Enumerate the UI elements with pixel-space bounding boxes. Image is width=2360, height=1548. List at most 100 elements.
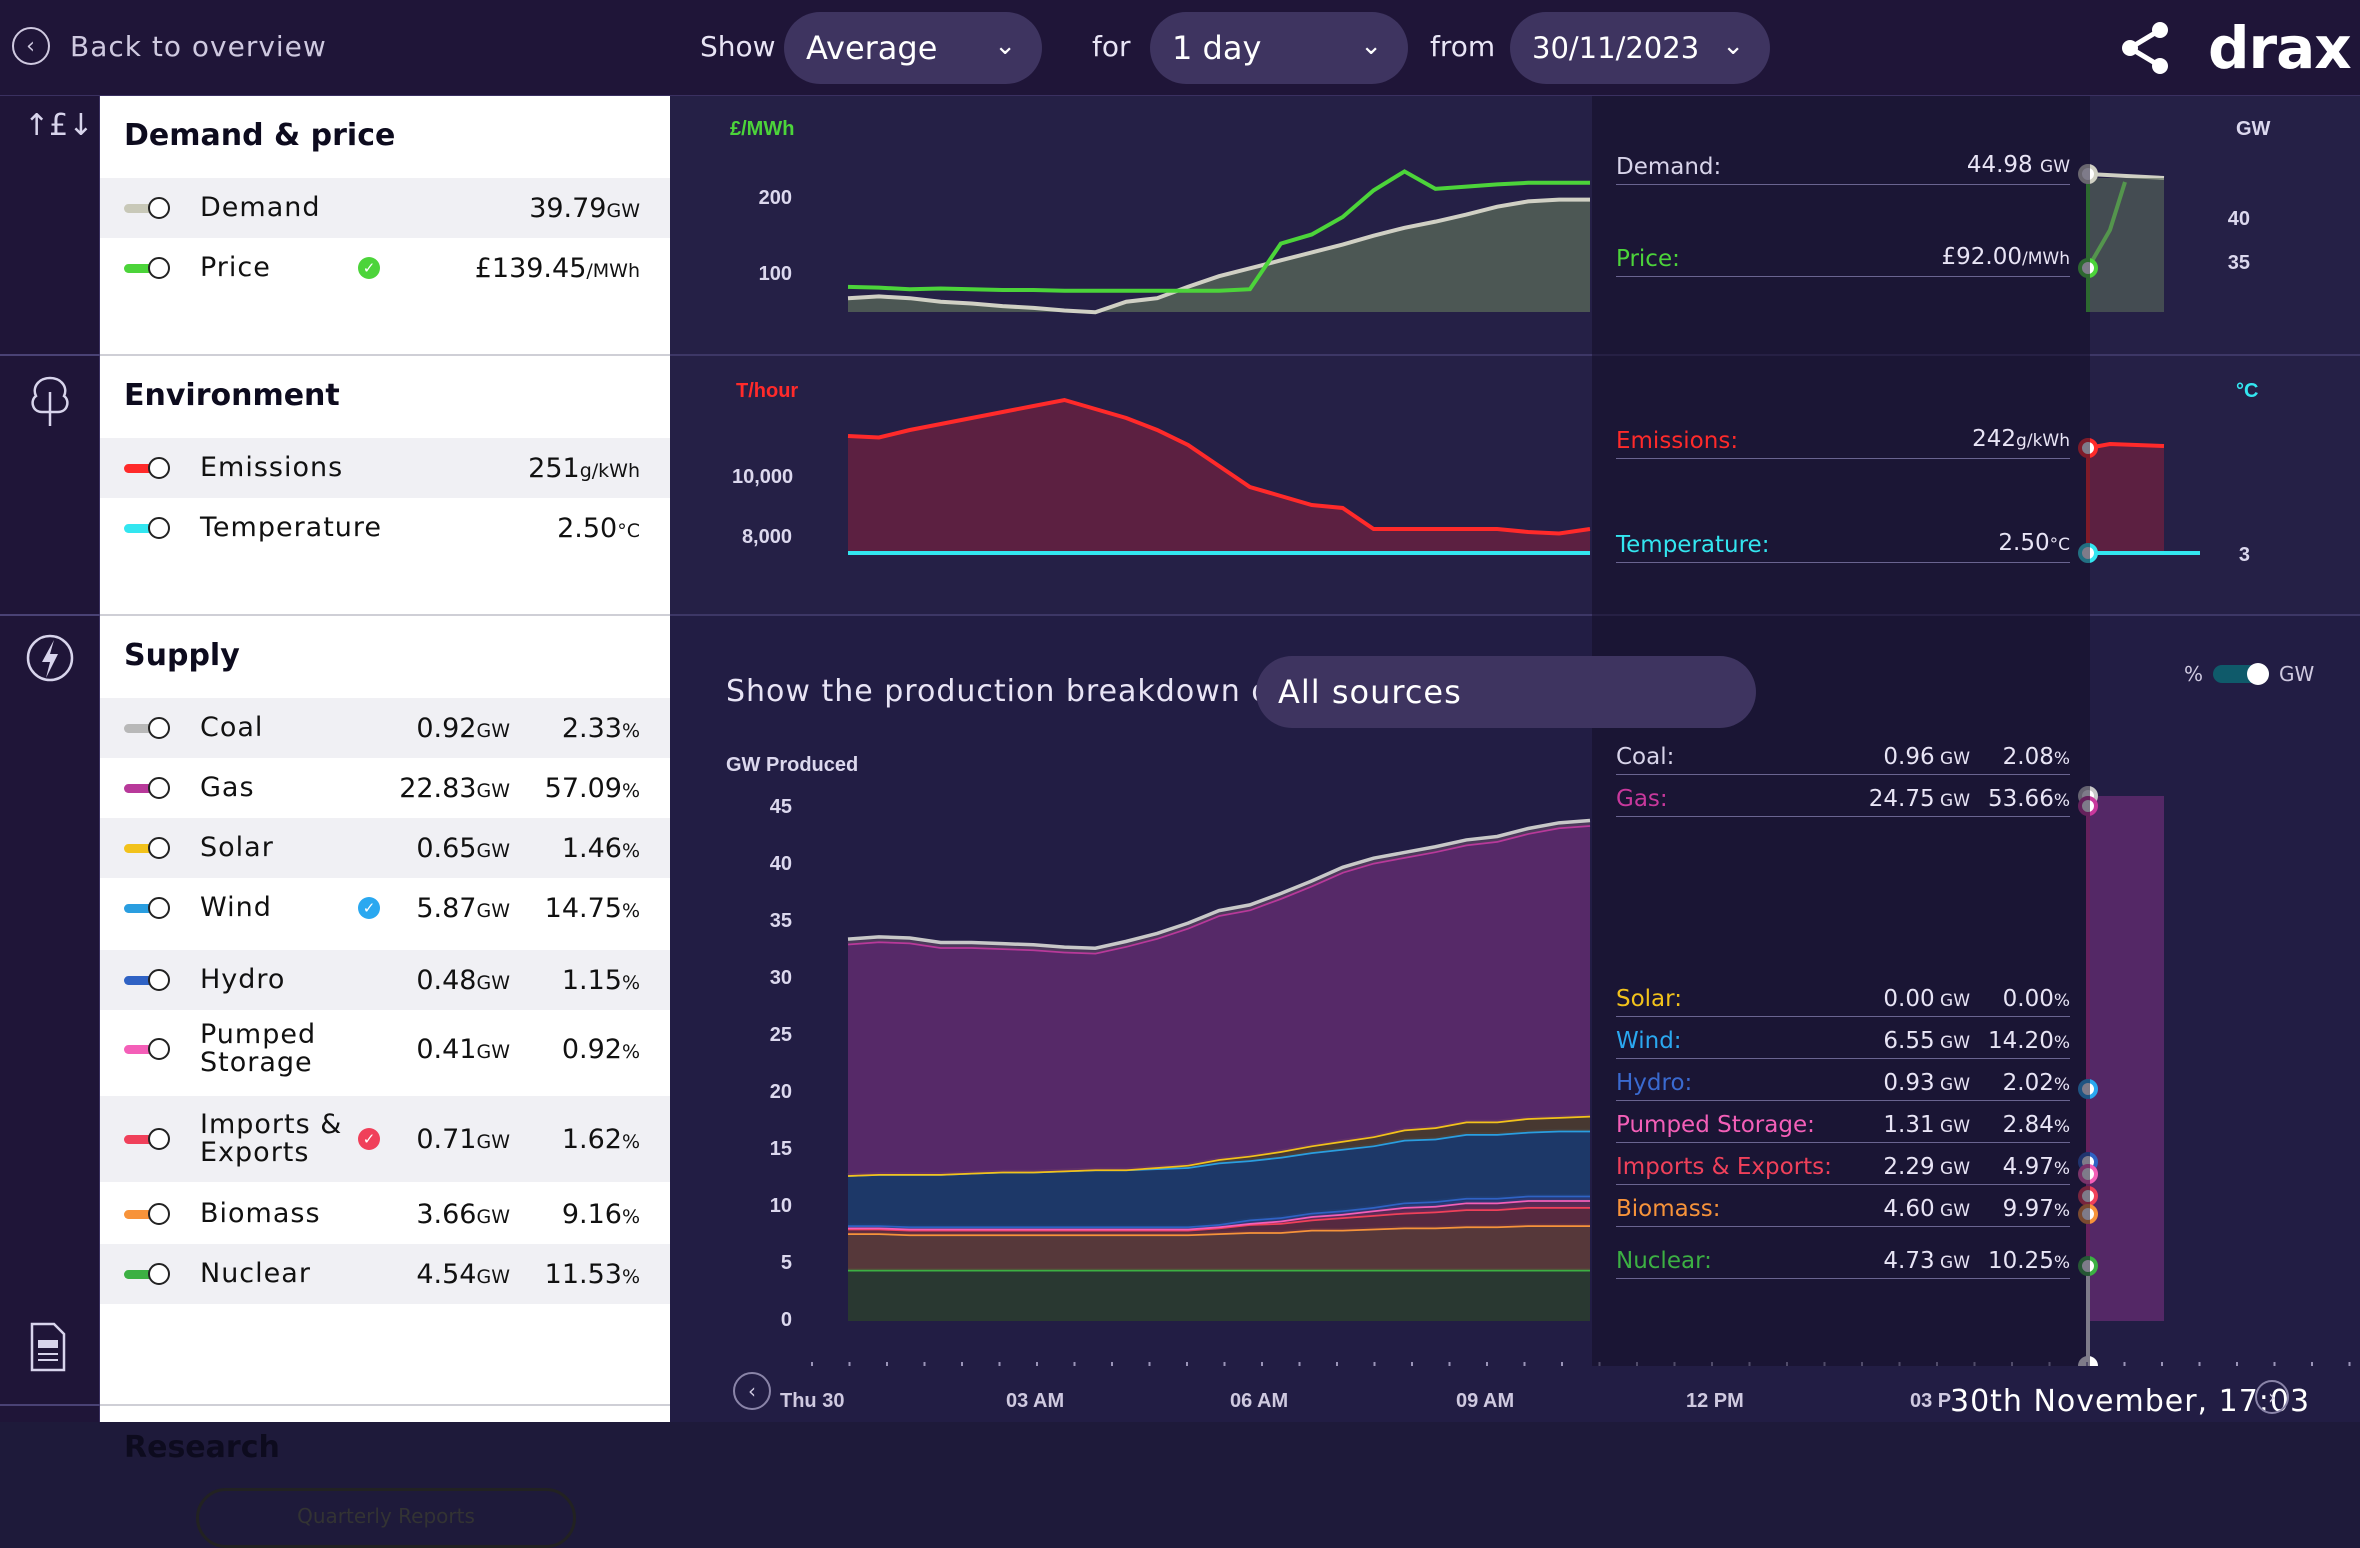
readout-demand-label: Demand: bbox=[1616, 154, 1722, 180]
quarterly-reports-button[interactable]: Quarterly Reports bbox=[196, 1488, 576, 1548]
demand-toggle[interactable] bbox=[124, 197, 172, 219]
supply-toggle[interactable] bbox=[124, 897, 172, 919]
supply-toggle[interactable] bbox=[124, 717, 172, 739]
supply-toggle[interactable] bbox=[124, 1263, 172, 1285]
price-label: Price bbox=[200, 252, 271, 283]
supply-toggle[interactable] bbox=[124, 1203, 172, 1225]
chart3-ytick: 10 bbox=[769, 1195, 792, 1217]
readout-source-pct: 14.20% bbox=[1980, 1028, 2070, 1054]
lightning-icon[interactable] bbox=[24, 630, 76, 686]
demand-unit: GW bbox=[606, 199, 640, 222]
breakdown-dropdown[interactable]: All sources bbox=[1256, 656, 1756, 728]
toggle-track bbox=[124, 724, 160, 733]
pct-unit: % bbox=[2053, 791, 2070, 811]
emissions-unit: g/kWh bbox=[579, 459, 640, 482]
readout-source-gw: 4.73 GW bbox=[1840, 1248, 1970, 1274]
readout-source-pct: 10.25% bbox=[1980, 1248, 2070, 1274]
demand-row[interactable]: Demand 39.79GW bbox=[100, 178, 670, 238]
chart3-ytick: 35 bbox=[769, 910, 792, 932]
supply-row-nuclear[interactable]: Nuclear 4.54GW 11.53% bbox=[100, 1244, 670, 1304]
supply-pct-value: 9.16% bbox=[562, 1199, 640, 1230]
pct-number: 9.97 bbox=[2002, 1196, 2054, 1222]
tree-icon[interactable] bbox=[24, 372, 76, 428]
stack-line-coal bbox=[847, 818, 1591, 950]
supply-toggle[interactable] bbox=[124, 777, 172, 799]
timeline[interactable] bbox=[670, 1366, 2360, 1422]
gw-unit-text: GW bbox=[1940, 1159, 1970, 1179]
timeline-current-date: 30th November, 17:03 bbox=[1950, 1384, 2311, 1419]
supply-toggle[interactable] bbox=[124, 969, 172, 991]
readout-underline bbox=[1616, 276, 2070, 277]
toggle-knob bbox=[148, 197, 170, 219]
price-unit: /MWh bbox=[586, 259, 640, 282]
readout-underline bbox=[1616, 184, 2070, 185]
toggle-track bbox=[124, 464, 160, 473]
emissions-value-number: 251 bbox=[528, 452, 580, 484]
toggle-track bbox=[124, 784, 160, 793]
toggle-knob bbox=[148, 717, 170, 739]
gw-number: 0.65 bbox=[416, 832, 477, 864]
supply-row-biomass[interactable]: Biomass 3.66GW 9.16% bbox=[100, 1184, 670, 1244]
demand-label: Demand bbox=[200, 192, 321, 223]
readout-source-label: Gas: bbox=[1616, 786, 1668, 812]
unit-switch[interactable] bbox=[2213, 663, 2270, 685]
gw-unit: GW bbox=[476, 719, 510, 742]
emissions-row[interactable]: Emissions 251g/kWh bbox=[100, 438, 670, 498]
demand-line bbox=[847, 197, 1590, 315]
supply-row-imports[interactable]: Imports & Exports ✓ 0.71GW 1.62% bbox=[100, 1096, 670, 1182]
readout-source-gw: 6.55 GW bbox=[1840, 1028, 1970, 1054]
unit-toggle[interactable]: % GW bbox=[2184, 662, 2314, 686]
readout-source-gw: 0.00 GW bbox=[1840, 986, 1970, 1012]
pct-unit: % bbox=[621, 1265, 640, 1288]
readout-underline bbox=[1616, 774, 2070, 775]
toggle-track bbox=[124, 1210, 160, 1219]
pct-number: 14.75 bbox=[544, 892, 622, 924]
chart3-ytick: 45 bbox=[769, 796, 792, 818]
supply-row-coal[interactable]: Coal 0.92GW 2.33% bbox=[100, 698, 670, 758]
temperature-toggle[interactable] bbox=[124, 517, 172, 539]
price-toggle[interactable] bbox=[124, 257, 172, 279]
toggle-gw-label: GW bbox=[2279, 662, 2315, 686]
demand-price-section: Demand & price Demand 39.79GW Price ✓ £1… bbox=[100, 96, 670, 356]
back-to-overview-link[interactable]: ‹ Back to overview bbox=[12, 27, 327, 65]
supply-toggle[interactable] bbox=[124, 837, 172, 859]
share-icon[interactable] bbox=[2118, 20, 2174, 76]
for-value: 1 day bbox=[1172, 29, 1262, 67]
price-row[interactable]: Price ✓ £139.45/MWh bbox=[100, 238, 670, 298]
toggle-knob bbox=[148, 1263, 170, 1285]
pct-number: 10.25 bbox=[1987, 1248, 2054, 1274]
gw-number: 22.83 bbox=[399, 772, 477, 804]
drax-logo[interactable]: drax bbox=[2208, 14, 2352, 82]
show-dropdown[interactable]: Average ⌄ bbox=[784, 12, 1042, 84]
supply-row-gas[interactable]: Gas 22.83GW 57.09% bbox=[100, 758, 670, 818]
pct-unit: % bbox=[621, 1205, 640, 1228]
document-icon[interactable] bbox=[28, 1322, 68, 1372]
supply-row-wind[interactable]: Wind ✓ 5.87GW 14.75% bbox=[100, 878, 670, 938]
cursor-demand-area bbox=[2090, 178, 2164, 312]
toggle-track bbox=[124, 844, 160, 853]
emissions-toggle[interactable] bbox=[124, 457, 172, 479]
supply-row-hydro[interactable]: Hydro 0.48GW 1.15% bbox=[100, 950, 670, 1010]
pct-unit: % bbox=[2053, 1201, 2070, 1221]
supply-row-pumped[interactable]: Pumped Storage 0.41GW 0.92% bbox=[100, 1010, 670, 1088]
supply-toggle[interactable] bbox=[124, 1128, 172, 1150]
chart1-tick: 100 bbox=[758, 263, 792, 285]
show-value: Average bbox=[806, 29, 938, 67]
chart1-left-unit: £/MWh bbox=[730, 118, 795, 140]
timeline-prev-button[interactable]: ‹ bbox=[733, 1372, 771, 1410]
supply-pct-value: 1.62% bbox=[562, 1124, 640, 1155]
from-date-dropdown[interactable]: 30/11/2023 ⌄ bbox=[1510, 12, 1770, 84]
supply-row-solar[interactable]: Solar 0.65GW 1.46% bbox=[100, 818, 670, 878]
timeline-next-button[interactable]: › bbox=[2255, 1380, 2289, 1414]
supply-toggle[interactable] bbox=[124, 1038, 172, 1060]
gw-number: 1.31 bbox=[1883, 1112, 1935, 1138]
pct-number: 1.62 bbox=[561, 1123, 622, 1155]
for-dropdown[interactable]: 1 day ⌄ bbox=[1150, 12, 1408, 84]
chart3-ytick: 25 bbox=[769, 1024, 792, 1046]
pct-number: 2.08 bbox=[2002, 744, 2054, 770]
gw-unit-text: GW bbox=[1940, 1253, 1970, 1273]
charts-svg[interactable] bbox=[0, 0, 2360, 1422]
supply-label: Gas bbox=[200, 772, 255, 803]
temperature-row[interactable]: Temperature 2.50°C bbox=[100, 498, 670, 558]
toggle-track bbox=[124, 1135, 160, 1144]
